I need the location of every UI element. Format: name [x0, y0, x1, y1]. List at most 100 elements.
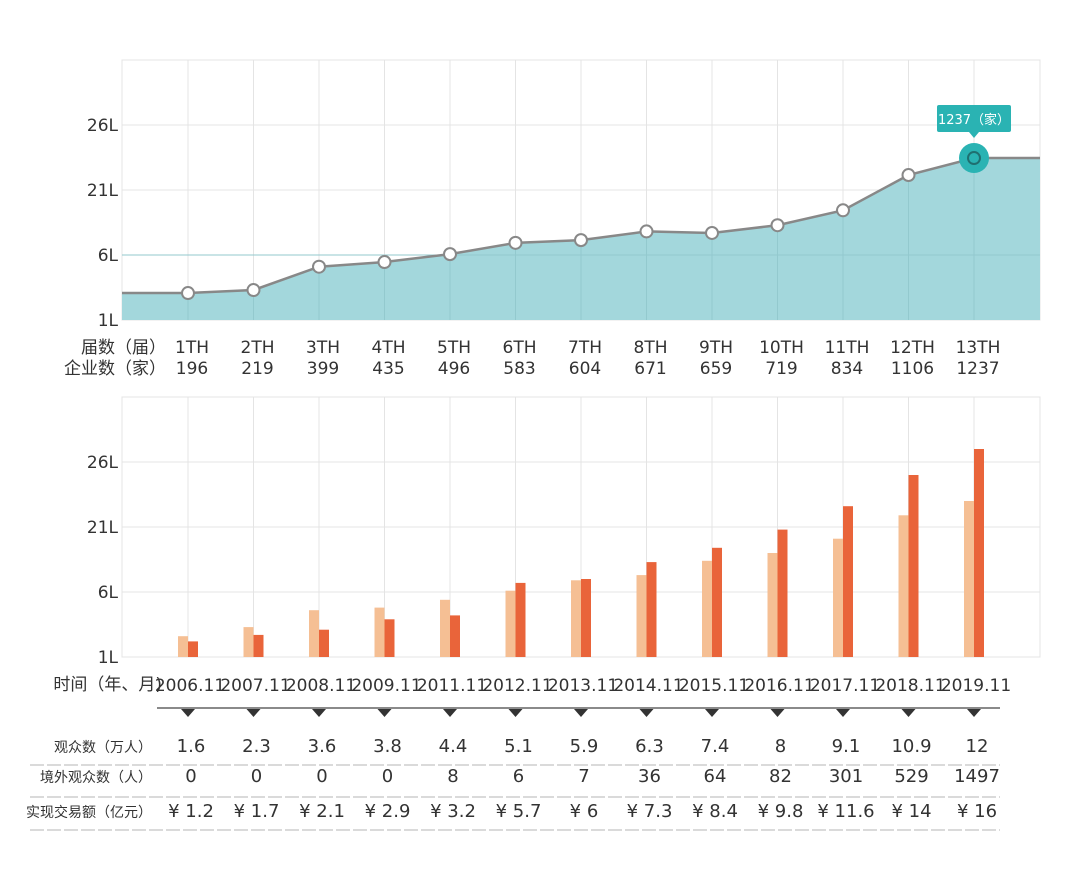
- bar-visitors: [505, 590, 516, 657]
- bar-visitors: [833, 538, 843, 657]
- table-cell: ¥ 9.8: [758, 801, 804, 822]
- table-cell: ¥ 1.7: [234, 801, 280, 822]
- x-tick-label: 2013.11: [548, 676, 618, 696]
- x-tick-label: 2017.11: [810, 676, 880, 696]
- table-cell: ¥ 5.7: [496, 801, 542, 822]
- table-cell: 5.9: [570, 736, 599, 757]
- tooltip: 1237（家）: [937, 105, 1011, 138]
- x-tick-label: 10TH: [759, 338, 804, 358]
- value-label: 1106: [891, 359, 934, 379]
- table-cell: 9.1: [832, 736, 861, 757]
- table-cell: 0: [251, 766, 262, 787]
- table-row-label: 境外观众数（人）: [40, 770, 152, 786]
- bar-transaction: [908, 475, 919, 657]
- x-tick-label: 2014.11: [613, 676, 683, 696]
- data-point: [836, 203, 850, 218]
- table-cell: 4.4: [439, 736, 468, 757]
- bar-visitors: [964, 501, 974, 657]
- bar-visitors: [309, 610, 319, 657]
- table-cell: 6: [513, 766, 524, 787]
- table-cell: 1497: [954, 766, 1000, 787]
- x-tick-label: 7TH: [568, 338, 602, 358]
- table-cell: ¥ 2.1: [299, 801, 345, 822]
- x-tick-label: 2012.11: [482, 676, 552, 696]
- timeline-marker-icon: [443, 709, 457, 717]
- y-tick-label: 1L: [98, 648, 119, 668]
- y-tick-label: 6L: [98, 583, 119, 603]
- y-tick-label: 26L: [87, 116, 119, 136]
- table-cell: 6.3: [635, 736, 664, 757]
- timeline-marker-icon: [901, 709, 916, 717]
- y-tick-label: 1L: [98, 311, 119, 331]
- x-tick-label: 2009.11: [351, 676, 421, 696]
- x-tick-label: 1TH: [175, 338, 209, 358]
- table-cell: 36: [638, 766, 661, 787]
- table-cell: ¥ 8.4: [692, 801, 738, 822]
- value-label: 659: [700, 359, 732, 379]
- bar-transaction: [581, 579, 591, 657]
- table-cell: 301: [829, 766, 863, 787]
- value-label: 583: [503, 359, 535, 379]
- timeline-marker-icon: [574, 709, 588, 717]
- table-cell: ¥ 16: [957, 801, 997, 822]
- bar-transaction: [646, 562, 657, 657]
- data-point: [246, 283, 261, 298]
- data-point: [312, 259, 326, 274]
- bar-visitors: [636, 575, 647, 657]
- timeline-markers: [157, 707, 1000, 717]
- value-label: 219: [241, 359, 273, 379]
- value-label: 196: [176, 359, 208, 379]
- table-cell: 529: [894, 766, 928, 787]
- table-cell: 0: [185, 766, 196, 787]
- timeline-marker-icon: [246, 709, 261, 717]
- x-tick-label: 8TH: [634, 338, 668, 358]
- table-cell: 64: [704, 766, 727, 787]
- x-tick-label: 5TH: [437, 338, 471, 358]
- x-tick-label: 2015.11: [679, 676, 749, 696]
- table-cell: ¥ 2.9: [365, 801, 411, 822]
- timeline-marker-icon: [770, 709, 785, 717]
- table-row-label: 实现交易额（亿元）: [26, 804, 152, 821]
- y-tick-label: 21L: [87, 181, 119, 201]
- bar-transaction: [450, 615, 460, 657]
- timeline-marker-icon: [377, 709, 392, 717]
- bar-visitors: [243, 627, 254, 657]
- bar-transaction: [712, 547, 722, 657]
- x-tick-label: 2007.11: [220, 676, 290, 696]
- bar-transaction: [188, 641, 198, 657]
- data-point: [901, 168, 916, 183]
- table-cell: 8: [447, 766, 458, 787]
- y-tick-label: 26L: [87, 453, 119, 473]
- bar-transaction: [319, 629, 329, 657]
- x-tick-label: 2008.11: [286, 676, 356, 696]
- x-tick-label: 12TH: [890, 338, 935, 358]
- x-tick-label: 2016.11: [744, 676, 814, 696]
- bar-chart-x-labels: 时间（年、月)2006.112007.112008.112009.112011.…: [53, 675, 1011, 696]
- data-point-highlighted: [967, 151, 981, 166]
- table-cell: ¥ 14: [891, 801, 931, 822]
- data-point: [181, 286, 195, 301]
- table-cell: 1.6: [177, 736, 206, 757]
- data-point: [770, 218, 785, 233]
- table-cell: 7: [578, 766, 589, 787]
- timeline-marker-icon: [967, 709, 981, 717]
- value-label: 834: [831, 359, 863, 379]
- bar-visitors: [440, 599, 450, 657]
- bar-visitors: [571, 580, 581, 657]
- timeline-marker-icon: [836, 709, 850, 717]
- timeline-marker-icon: [508, 709, 523, 717]
- table-cell: 10.9: [891, 736, 931, 757]
- x-tick-label: 13TH: [956, 338, 1001, 358]
- table-cell: 5.1: [504, 736, 533, 757]
- table-cell: ¥ 1.2: [168, 801, 214, 822]
- table-cell: 0: [382, 766, 393, 787]
- bar-visitors: [178, 636, 188, 657]
- table-cell: 8: [775, 736, 786, 757]
- line-chart-points: [181, 143, 989, 301]
- data-table: 观众数（万人） 1.6 2.3 3.6 3.8 4.4 5.1 5.9 6.3 7.4 8 9.1 10…: [26, 736, 1000, 831]
- bar-transaction: [777, 529, 788, 657]
- area-fill: [122, 158, 1040, 320]
- bar-transaction: [384, 619, 395, 657]
- table-cell: ¥ 7.3: [627, 801, 673, 822]
